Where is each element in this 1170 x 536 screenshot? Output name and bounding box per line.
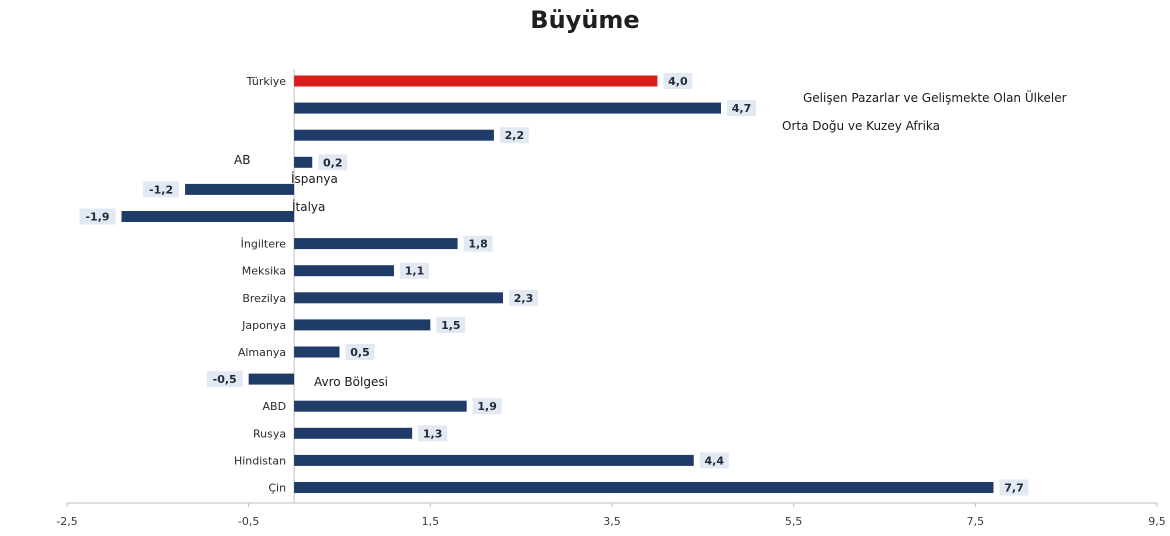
value-label-box — [206, 371, 243, 388]
category-label: Almanya — [238, 346, 286, 359]
value-label-box — [509, 289, 538, 306]
category-annotation: AB — [234, 153, 250, 167]
x-tick-label: 3,5 — [603, 515, 621, 528]
value-label: 0,5 — [350, 346, 370, 359]
category-label: Türkiye — [246, 75, 287, 88]
category-label: Hindistan — [234, 454, 286, 467]
value-label-box — [318, 154, 348, 171]
value-label: -1,9 — [85, 211, 109, 224]
value-label: 7,7 — [1004, 482, 1024, 495]
bar — [294, 102, 721, 114]
value-label-box — [463, 235, 493, 252]
value-label: 2,2 — [505, 129, 525, 142]
value-label-box — [418, 425, 448, 442]
value-label-box — [143, 181, 180, 198]
value-label-box — [472, 398, 502, 415]
value-label: 4,7 — [732, 102, 752, 115]
x-tick-label: -2,5 — [56, 515, 77, 528]
value-label: 4,4 — [705, 454, 725, 467]
bar — [185, 183, 295, 195]
bar — [294, 427, 413, 439]
bar — [294, 400, 467, 412]
category-annotation: Avro Bölgesi — [314, 375, 388, 389]
value-label: -1,2 — [149, 183, 173, 196]
value-label-box — [999, 479, 1029, 496]
bar — [294, 129, 494, 141]
category-label: Çin — [268, 482, 286, 495]
bar — [294, 156, 313, 168]
x-tick-label: 7,5 — [967, 515, 985, 528]
bar — [294, 238, 458, 250]
value-label: 1,1 — [405, 265, 425, 278]
category-annotation: İspanya — [291, 171, 338, 186]
category-label: İngiltere — [241, 238, 287, 251]
bar — [294, 454, 694, 466]
bar — [294, 482, 994, 493]
chart-title: Büyüme — [530, 6, 640, 34]
value-label: -0,5 — [213, 373, 237, 386]
value-label-box — [727, 100, 756, 117]
bar — [294, 75, 658, 87]
value-label: 4,0 — [668, 75, 688, 88]
category-label: Rusya — [253, 427, 286, 440]
bar — [294, 292, 503, 304]
category-annotation: Orta Doğu ve Kuzey Afrika — [782, 119, 940, 133]
value-label-box — [79, 208, 116, 225]
value-label: 1,5 — [441, 319, 461, 332]
bar — [294, 346, 340, 358]
value-label-box — [699, 452, 729, 469]
category-label: Brezilya — [242, 292, 286, 305]
value-label: 2,3 — [514, 292, 534, 305]
value-label: 1,8 — [468, 238, 488, 251]
category-annotation: İtalya — [292, 199, 325, 214]
bar — [294, 265, 394, 277]
value-label: 1,9 — [477, 400, 497, 413]
category-annotation: Gelişen Pazarlar ve Gelişmekte Olan Ülke… — [803, 89, 1067, 105]
value-label-box — [400, 262, 429, 279]
value-label-box — [345, 344, 375, 360]
bar — [248, 373, 295, 385]
x-tick-label: -0,5 — [238, 515, 259, 528]
bar — [121, 211, 295, 222]
value-label-box — [499, 127, 529, 144]
category-label: Japonya — [241, 319, 286, 332]
category-label: ABD — [263, 400, 287, 413]
bar — [294, 319, 431, 331]
value-label: 0,2 — [323, 156, 343, 169]
value-label-box — [436, 316, 466, 333]
x-tick-label: 9,5 — [1148, 515, 1166, 528]
category-label: Meksika — [242, 265, 286, 278]
x-tick-label: 5,5 — [785, 515, 803, 528]
x-tick-label: 1,5 — [422, 515, 440, 528]
value-label: 1,3 — [423, 427, 443, 440]
value-label-box — [663, 73, 693, 89]
